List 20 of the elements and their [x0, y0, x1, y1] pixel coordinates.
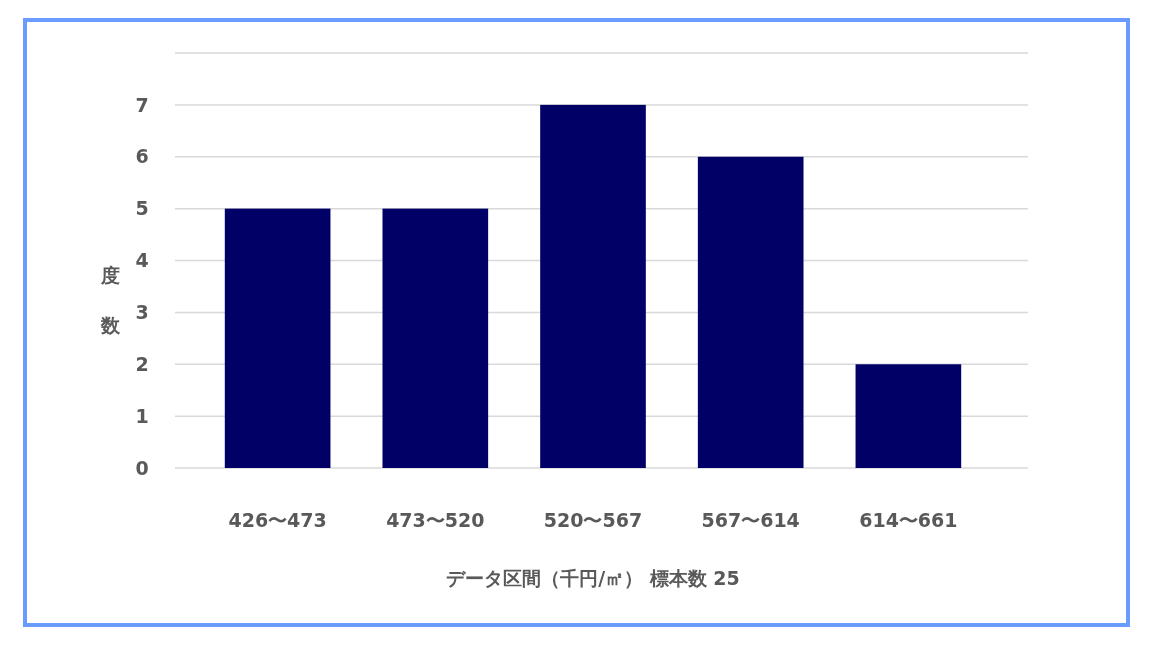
text: 度数: [100, 264, 120, 337]
bar: [697, 156, 804, 468]
y-tick-label: 3: [135, 301, 149, 324]
bar: [382, 208, 489, 468]
y-tick-label: 2: [135, 352, 149, 375]
bar: [540, 104, 646, 468]
y-tick-label: 1: [135, 404, 149, 427]
bar: [224, 208, 331, 468]
x-axis-title: データ区間（千円/㎡） 標本数 25: [446, 567, 740, 589]
y-tick-label: 6: [135, 145, 149, 168]
x-tick-label: 567〜614: [701, 509, 800, 531]
x-tick-label: 426〜473: [228, 509, 327, 531]
bar: [855, 364, 962, 468]
x-tick-label: 473〜520: [386, 509, 485, 531]
y-tick-label: 5: [135, 197, 149, 220]
x-tick-label: 520〜567: [543, 509, 643, 531]
y-tick-label: 4: [135, 249, 149, 272]
y-tick-label: 7: [135, 93, 149, 116]
x-tick-label: 614〜661: [859, 509, 958, 531]
y-tick-label: 0: [135, 456, 149, 479]
